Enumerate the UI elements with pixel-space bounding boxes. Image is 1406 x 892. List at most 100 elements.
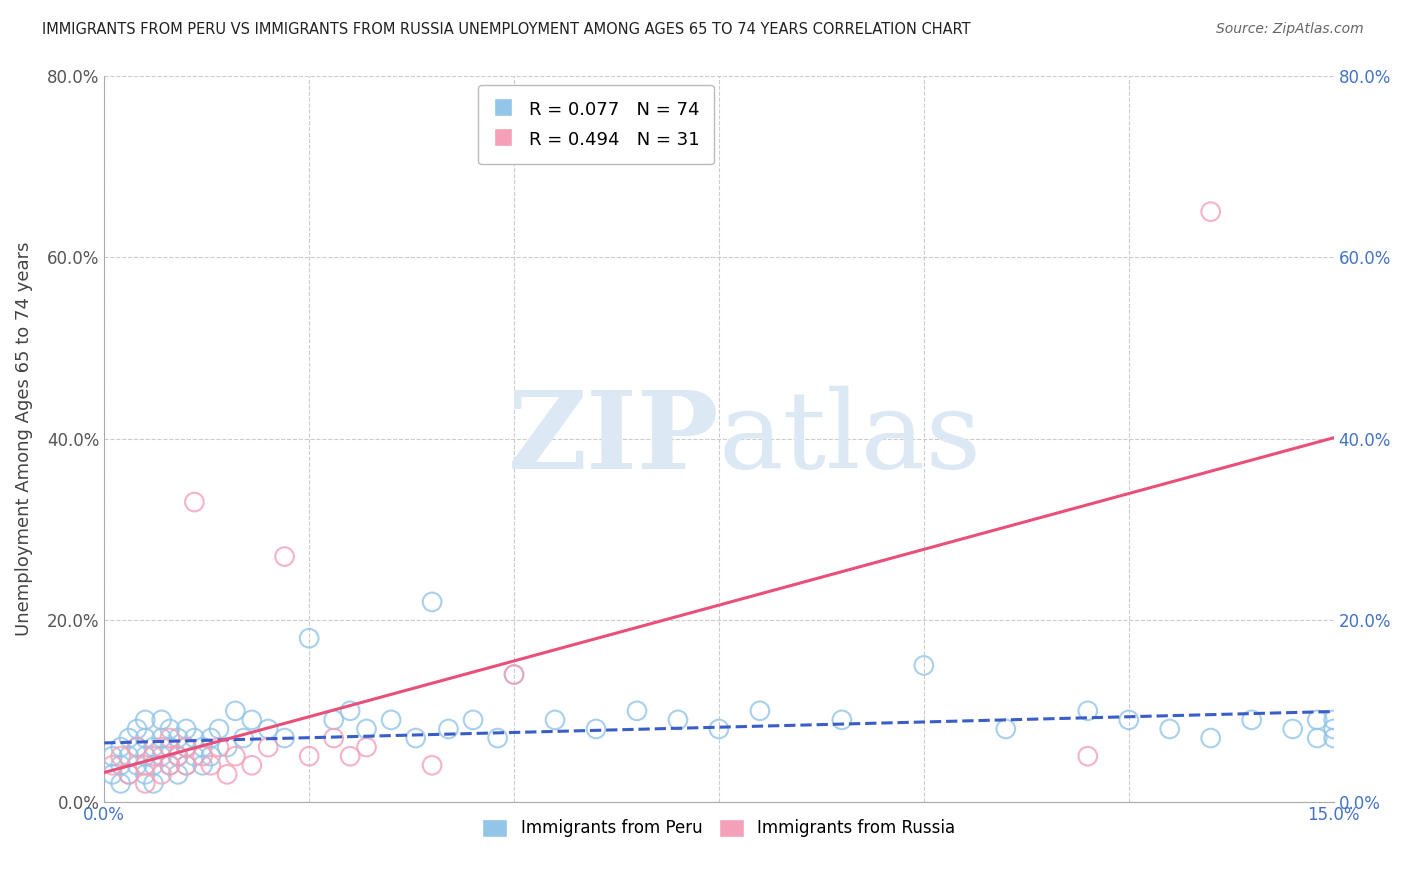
Point (101, 749, 124, 764)
Point (125, 722, 148, 736)
Point (118, 767, 141, 781)
Point (240, 758, 263, 772)
Legend: Immigrants from Peru, Immigrants from Russia: Immigrants from Peru, Immigrants from Ru… (475, 812, 962, 844)
Point (503, 667, 526, 681)
Text: IMMIGRANTS FROM PERU VS IMMIGRANTS FROM RUSSIA UNEMPLOYMENT AMONG AGES 65 TO 74 : IMMIGRANTS FROM PERU VS IMMIGRANTS FROM … (42, 22, 970, 37)
Point (626, 704, 648, 718)
Point (912, 658, 935, 673)
Point (208, 722, 231, 736)
Point (585, 722, 607, 736)
Point (224, 749, 246, 764)
Point (110, 776, 132, 790)
Point (1281, 722, 1303, 736)
Point (1199, 731, 1222, 745)
Text: atlas: atlas (718, 386, 981, 491)
Point (150, 713, 173, 727)
Point (134, 767, 156, 781)
Point (405, 731, 427, 745)
Text: ZIP: ZIP (508, 385, 718, 491)
Point (167, 767, 190, 781)
Point (1323, 731, 1346, 745)
Point (273, 731, 295, 745)
Y-axis label: Unemployment Among Ages 65 to 74 years: Unemployment Among Ages 65 to 74 years (15, 242, 32, 636)
Point (380, 713, 402, 727)
Point (159, 758, 181, 772)
Point (159, 758, 181, 772)
Point (150, 749, 173, 764)
Point (232, 731, 254, 745)
Point (208, 740, 231, 755)
Point (1077, 749, 1099, 764)
Point (322, 713, 344, 727)
Point (1077, 704, 1099, 718)
Point (1323, 722, 1346, 736)
Point (1323, 713, 1346, 727)
Point (150, 731, 173, 745)
Point (174, 722, 197, 736)
Point (150, 767, 173, 781)
Point (200, 731, 222, 745)
Point (142, 740, 165, 755)
Point (356, 740, 378, 755)
Point (167, 749, 190, 764)
Point (1306, 731, 1329, 745)
Point (1240, 713, 1263, 727)
Point (420, 758, 443, 772)
Point (748, 704, 770, 718)
Point (134, 776, 156, 790)
Point (461, 713, 484, 727)
Point (125, 740, 148, 755)
Point (437, 722, 460, 736)
Point (174, 758, 197, 772)
Point (110, 758, 132, 772)
Point (118, 731, 141, 745)
Point (339, 749, 361, 764)
Point (191, 749, 214, 764)
Point (174, 740, 197, 755)
Point (257, 740, 280, 755)
Point (134, 713, 156, 727)
Point (503, 667, 526, 681)
Point (1159, 722, 1181, 736)
Point (339, 704, 361, 718)
Point (544, 713, 567, 727)
Point (200, 749, 222, 764)
Point (110, 740, 132, 755)
Point (240, 713, 263, 727)
Point (217, 767, 239, 781)
Point (159, 731, 181, 745)
Point (125, 740, 148, 755)
Point (217, 740, 239, 755)
Point (134, 749, 156, 764)
Point (159, 740, 181, 755)
Point (831, 713, 853, 727)
Text: Source: ZipAtlas.com: Source: ZipAtlas.com (1216, 22, 1364, 37)
Point (150, 740, 173, 755)
Point (118, 767, 141, 781)
Point (356, 722, 378, 736)
Point (142, 776, 165, 790)
Point (1118, 713, 1140, 727)
Point (191, 758, 214, 772)
Point (200, 758, 222, 772)
Point (298, 749, 321, 764)
Point (134, 731, 156, 745)
Point (322, 731, 344, 745)
Point (1199, 204, 1222, 219)
Point (142, 749, 165, 764)
Point (666, 713, 689, 727)
Point (257, 722, 280, 736)
Point (167, 749, 190, 764)
Point (486, 731, 509, 745)
Point (707, 722, 730, 736)
Point (125, 758, 148, 772)
Point (134, 758, 156, 772)
Point (174, 758, 197, 772)
Point (183, 749, 205, 764)
Point (1306, 713, 1329, 727)
Point (101, 767, 124, 781)
Point (159, 722, 181, 736)
Point (167, 731, 190, 745)
Point (183, 495, 205, 509)
Point (224, 704, 246, 718)
